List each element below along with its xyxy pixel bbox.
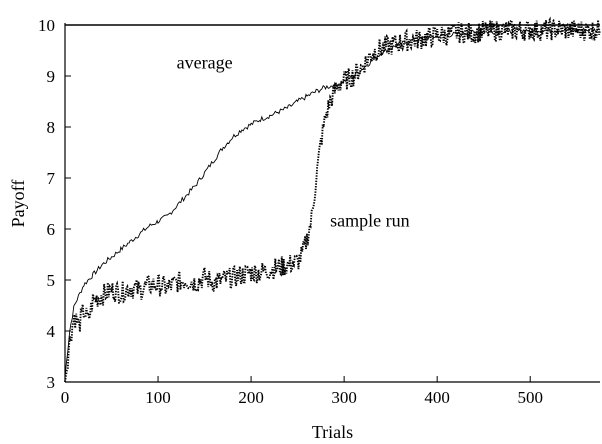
x-tick-label: 400	[424, 388, 450, 407]
x-tick-label: 500	[517, 388, 543, 407]
y-tick-label: 9	[47, 67, 56, 86]
y-tick-label: 6	[47, 220, 56, 239]
y-tick-label: 8	[47, 118, 56, 137]
y-tick-label: 7	[47, 169, 56, 188]
y-tick-label: 4	[47, 322, 56, 341]
y-tick-label: 5	[47, 271, 56, 290]
x-tick-label: 100	[145, 388, 171, 407]
y-axis-title: Payoff	[8, 180, 28, 228]
y-tick-label: 3	[47, 373, 56, 392]
labels: 0 100 200 300 400 500 3 4 5 6 7 8 9 10 Trials Payoff ave…	[8, 16, 543, 442]
sample-run-line	[64, 16, 601, 383]
sample-run-annotation: sample run	[330, 210, 409, 230]
x-tick-label: 200	[238, 388, 264, 407]
average-annotation: average	[177, 52, 233, 72]
x-tick-label: 300	[331, 388, 357, 407]
axes	[64, 23, 600, 383]
y-tick-label: 10	[38, 16, 55, 35]
x-tick-label: 0	[61, 388, 70, 407]
series-layer	[64, 16, 601, 383]
average-line	[64, 26, 601, 377]
x-axis-title: Trials	[312, 422, 353, 442]
